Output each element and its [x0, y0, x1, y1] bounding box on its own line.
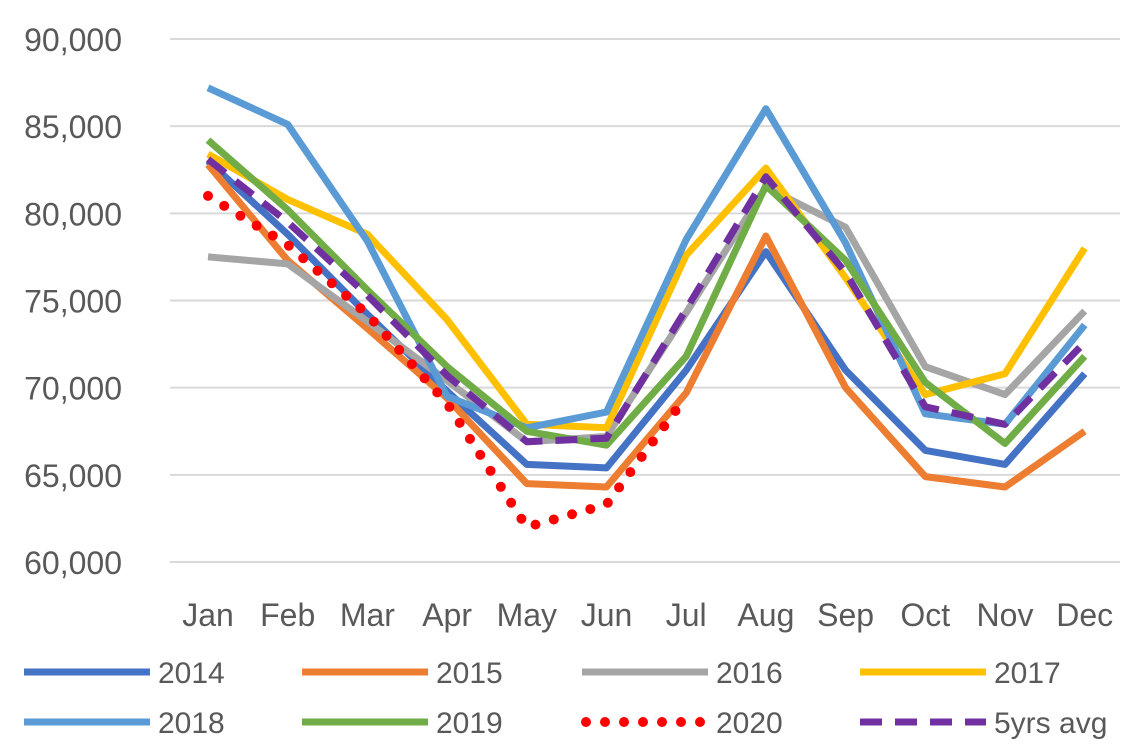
series-line-2019: [205, 137, 1088, 449]
y-tick-label: 60,000: [24, 545, 122, 581]
legend-label: 2015: [436, 657, 503, 690]
series-line-2015: [205, 162, 1087, 491]
series-line-2018: [206, 84, 1088, 432]
y-tick-label: 80,000: [24, 196, 122, 232]
x-tick-label-jun: Jun: [581, 597, 633, 633]
x-tick-label-apr: Apr: [422, 597, 472, 633]
legend-label: 5yrs avg: [994, 707, 1107, 740]
legend-item-2015: 2015: [302, 657, 503, 690]
legend-item-2020: 2020: [581, 707, 783, 740]
legend-item-2017: 2017: [860, 657, 1061, 690]
series-line-5yrs-avg: [205, 156, 1088, 446]
legend-label: 2017: [994, 657, 1061, 690]
x-tick-label-jan: Jan: [182, 597, 234, 633]
y-tick-label: 65,000: [24, 458, 122, 494]
x-axis-tick-labels: Jan Feb Mar Apr May Jun Jul Aug Sep Oct Nov Dec: [182, 597, 1113, 633]
y-tick-label: 70,000: [24, 371, 122, 407]
x-tick-label-may: May: [497, 597, 557, 633]
y-axis-tick-labels: 60,000 65,000 70,000 75,000 80,000 85,000 90,0…: [24, 22, 122, 581]
legend: 2014 2015 2016 2017 2018 2019 2020 5yrs avg: [24, 657, 1107, 740]
legend-label: 2016: [716, 657, 783, 690]
x-tick-label-nov: Nov: [977, 597, 1034, 633]
x-tick-label-oct: Oct: [900, 597, 950, 633]
y-tick-label: 90,000: [24, 22, 122, 58]
legend-label: 2020: [716, 707, 783, 740]
x-tick-label-aug: Aug: [737, 597, 794, 633]
x-tick-label-jul: Jul: [666, 597, 707, 633]
series-lines: [203, 84, 1088, 533]
series-line-2014: [205, 158, 1088, 472]
gridlines: [170, 38, 1120, 563]
legend-label: 2018: [158, 707, 225, 740]
legend-label: 2014: [158, 657, 225, 690]
x-tick-label-mar: Mar: [340, 597, 395, 633]
legend-item-2014: 2014: [24, 657, 225, 690]
x-tick-label-sep: Sep: [817, 597, 874, 633]
legend-item-2016: 2016: [582, 657, 783, 690]
legend-item-2019: 2019: [302, 707, 503, 740]
legend-item-2018: 2018: [24, 707, 225, 740]
x-tick-label-feb: Feb: [260, 597, 315, 633]
y-tick-label: 85,000: [24, 109, 122, 145]
series-line-2020: [203, 190, 692, 533]
x-tick-label-dec: Dec: [1056, 597, 1113, 633]
legend-item-5yrs-avg: 5yrs avg: [860, 707, 1107, 740]
y-tick-label: 75,000: [24, 284, 122, 320]
legend-label: 2019: [436, 707, 503, 740]
